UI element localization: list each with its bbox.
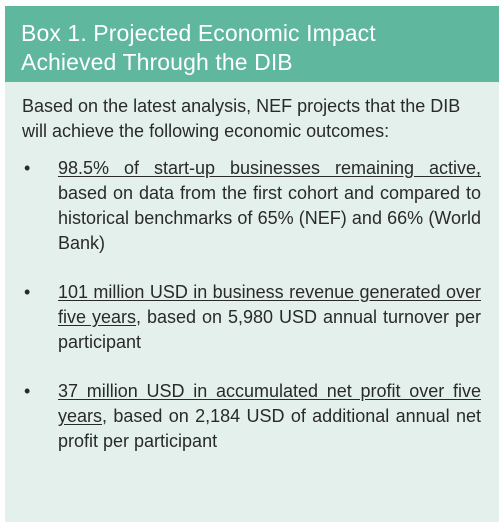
box-title-line1: Box 1. Projected Economic Impact (21, 20, 376, 46)
box-title-line2: Achieved Through the DIB (21, 49, 293, 75)
bullet-icon: • (24, 282, 31, 302)
outcome-detail: , based on 5,980 USD annual turnover per… (58, 307, 481, 352)
outcome-highlight: 98.5% of start-up businesses remaining a… (58, 158, 481, 178)
box-body: Based on the latest analysis, NEF projec… (5, 82, 499, 454)
bullet-icon: • (24, 381, 31, 401)
outcome-detail: , based on 2,184 USD of additional annua… (58, 406, 481, 451)
info-box: Box 1. Projected Economic Impact Achieve… (5, 6, 499, 522)
list-item: • 101 million USD in business revenue ge… (22, 280, 481, 355)
bullet-icon: • (24, 158, 31, 178)
outcome-detail: based on data from the first cohort and … (58, 183, 481, 253)
box-header: Box 1. Projected Economic Impact Achieve… (5, 6, 499, 82)
outcome-highlight: 101 million USD in business revenue gene… (58, 282, 481, 327)
list-item: • 98.5% of start-up businesses remaining… (22, 156, 481, 256)
list-item: • 37 million USD in accumulated net prof… (22, 379, 481, 454)
outcomes-list: • 98.5% of start-up businesses remaining… (22, 156, 481, 454)
intro-text: Based on the latest analysis, NEF projec… (22, 96, 461, 141)
box-title: Box 1. Projected Economic Impact Achieve… (21, 19, 483, 77)
outcome-highlight: 37 million USD in accumulated net profit… (58, 381, 481, 426)
